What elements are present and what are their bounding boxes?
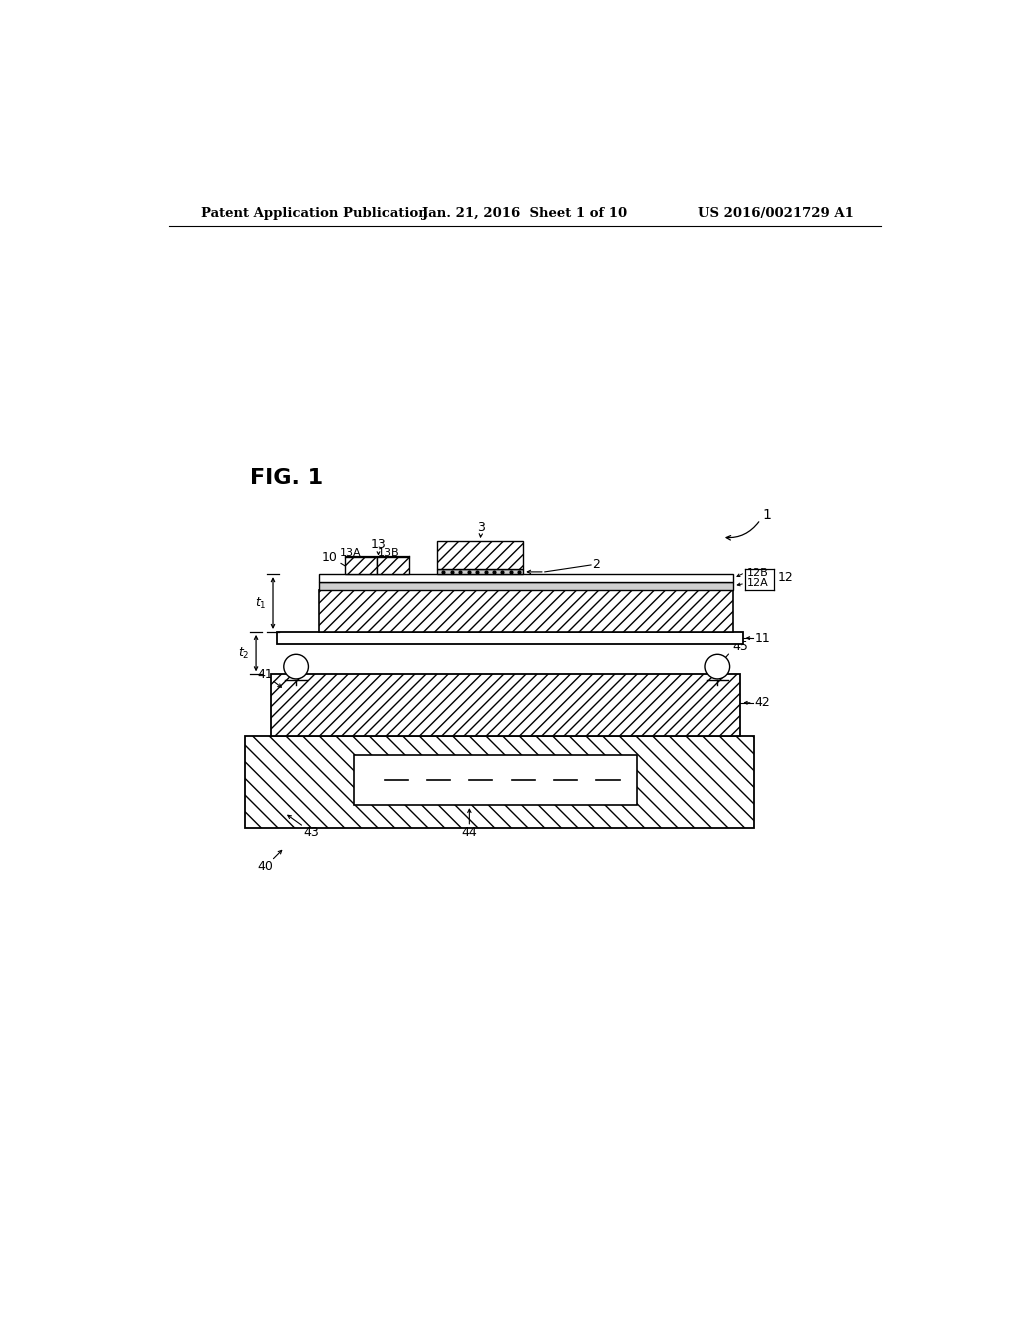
Text: 3: 3 xyxy=(477,520,484,533)
Text: 44: 44 xyxy=(462,825,477,838)
Text: 43: 43 xyxy=(304,825,319,838)
Text: 10: 10 xyxy=(322,550,337,564)
Text: 11: 11 xyxy=(755,631,770,644)
Bar xyxy=(319,582,733,590)
Bar xyxy=(437,569,523,574)
Bar xyxy=(245,737,755,829)
Bar xyxy=(319,574,733,582)
Text: 13A: 13A xyxy=(340,548,361,557)
Text: FIG. 1: FIG. 1 xyxy=(250,469,323,488)
Text: 12: 12 xyxy=(777,570,794,583)
Text: 13B: 13B xyxy=(378,548,399,557)
Bar xyxy=(319,590,733,632)
Bar xyxy=(354,755,637,805)
Text: 2: 2 xyxy=(593,558,600,572)
Text: 12B: 12B xyxy=(746,568,768,578)
Text: 40: 40 xyxy=(257,861,273,874)
Bar xyxy=(245,737,755,829)
Circle shape xyxy=(284,655,308,678)
Text: 42: 42 xyxy=(755,696,770,709)
Bar xyxy=(270,675,740,737)
Text: Jan. 21, 2016  Sheet 1 of 10: Jan. 21, 2016 Sheet 1 of 10 xyxy=(422,207,628,220)
Bar xyxy=(437,541,523,569)
Text: $t_1$: $t_1$ xyxy=(255,595,266,611)
Text: 41: 41 xyxy=(257,668,273,681)
Text: $t_2$: $t_2$ xyxy=(238,645,250,661)
Bar xyxy=(345,557,377,574)
Text: US 2016/0021729 A1: US 2016/0021729 A1 xyxy=(698,207,854,220)
Bar xyxy=(377,557,410,574)
Text: 13: 13 xyxy=(371,539,386,552)
Text: 12A: 12A xyxy=(746,578,768,589)
Bar xyxy=(276,632,742,644)
Text: 45: 45 xyxy=(733,640,749,653)
Circle shape xyxy=(705,655,730,678)
Text: Patent Application Publication: Patent Application Publication xyxy=(202,207,428,220)
Text: 1: 1 xyxy=(762,508,771,521)
